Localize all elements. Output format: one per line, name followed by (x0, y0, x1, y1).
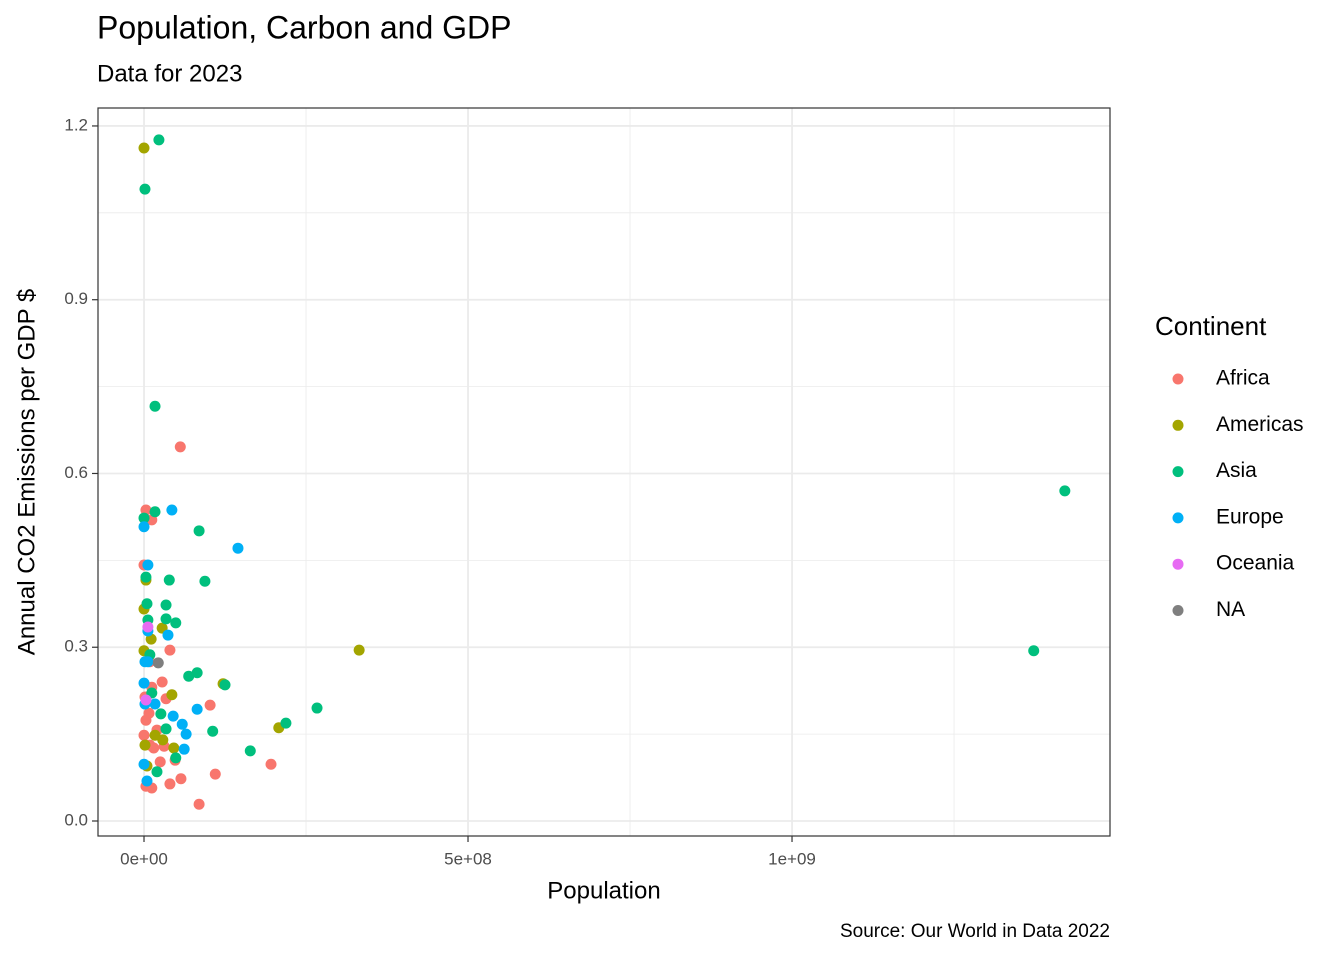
point (138, 512, 150, 524)
point (280, 717, 292, 729)
point (178, 743, 190, 755)
point (141, 598, 153, 610)
x-axis-title: Population (547, 877, 660, 904)
legend-label: Asia (1216, 459, 1257, 482)
point (138, 758, 150, 770)
point (157, 734, 169, 746)
legend-label: Europe (1216, 505, 1284, 528)
point (160, 723, 172, 735)
point (142, 621, 154, 633)
point (166, 504, 178, 516)
legend-key (1172, 512, 1184, 524)
point (164, 644, 176, 656)
point (174, 441, 186, 453)
legend-label: Africa (1216, 367, 1270, 390)
point (149, 400, 161, 412)
legend-label: NA (1216, 598, 1245, 621)
point (244, 745, 256, 757)
point (160, 613, 172, 625)
point (219, 679, 231, 691)
x-tick-label: 5e+08 (444, 849, 492, 868)
point (149, 506, 161, 518)
legend-title: Continent (1155, 311, 1267, 341)
legend-key (1172, 419, 1184, 431)
point (199, 575, 211, 587)
legend-key (1172, 466, 1184, 478)
point (142, 656, 154, 668)
point (353, 644, 365, 656)
point (232, 542, 244, 554)
point (139, 183, 151, 195)
point (166, 689, 178, 701)
point (163, 574, 175, 586)
point (160, 599, 172, 611)
point (209, 768, 221, 780)
point (139, 739, 151, 751)
point (151, 766, 163, 778)
chart-title: Population, Carbon and GDP (97, 9, 511, 45)
point (141, 775, 153, 787)
point (168, 742, 180, 754)
point (183, 670, 195, 682)
panel (98, 108, 1110, 836)
point (148, 742, 160, 754)
point (191, 667, 203, 679)
legend-label: Oceania (1216, 552, 1295, 575)
point (143, 707, 155, 719)
point (138, 729, 150, 741)
panel-border (97, 107, 1111, 837)
point (1028, 645, 1040, 657)
point (311, 702, 323, 714)
y-axis-title: Annual CO2 Emissions per GDP $ (13, 289, 40, 655)
point (170, 617, 182, 629)
point (153, 134, 165, 146)
point (162, 629, 174, 641)
point (156, 676, 168, 688)
point (152, 657, 164, 669)
point (138, 521, 150, 533)
point (180, 728, 192, 740)
legend-key (1172, 605, 1184, 616)
point (1059, 485, 1071, 497)
chart-subtitle: Data for 2023 (97, 60, 242, 87)
legend-label: Americas (1216, 413, 1304, 436)
point (138, 142, 150, 154)
point (204, 699, 216, 711)
y-tick-label: 0.0 (64, 810, 88, 829)
y-tick-label: 0.3 (64, 637, 88, 656)
point (155, 708, 167, 720)
point (191, 703, 203, 715)
point (207, 725, 219, 737)
x-tick-label: 1e+09 (768, 849, 816, 868)
point (170, 752, 182, 764)
point (193, 525, 205, 537)
point (164, 778, 176, 790)
legend-key (1172, 373, 1184, 385)
legend-key (1172, 558, 1184, 570)
y-tick-label: 1.2 (64, 115, 88, 134)
point (140, 571, 152, 583)
y-tick-label: 0.6 (64, 463, 88, 482)
point (265, 758, 277, 770)
point (154, 756, 166, 768)
point (142, 559, 154, 571)
point (138, 677, 150, 689)
point (193, 798, 205, 810)
point (176, 718, 188, 730)
point (149, 698, 161, 710)
caption: Source: Our World in Data 2022 (840, 921, 1110, 942)
point (167, 710, 179, 722)
y-tick-label: 0.9 (64, 289, 88, 308)
point (140, 694, 152, 706)
point (175, 773, 187, 785)
x-tick-label: 0e+00 (120, 849, 168, 868)
